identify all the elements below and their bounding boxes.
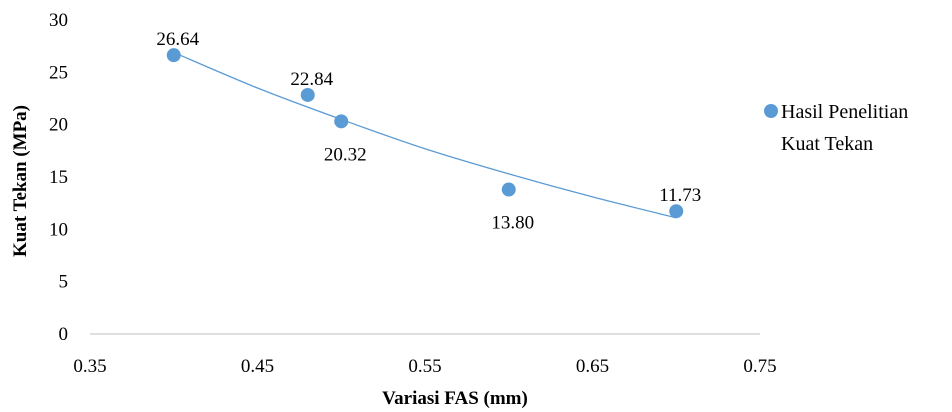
x-tick-label: 0.75 [743,356,776,377]
legend-label-line-2: Kuat Tekan [781,133,873,155]
x-tick-label: 0.55 [408,356,441,377]
data-point [334,114,349,129]
data-point [501,182,516,197]
y-tick-label: 10 [49,219,68,240]
y-tick-label: 5 [59,272,69,293]
legend-marker [764,104,778,118]
legend-label-line-1: Hasil Penelitian [781,101,908,123]
y-tick-label: 20 [49,115,68,136]
data-label: 11.73 [659,185,701,206]
x-tick-labels: 0.35 0.45 0.55 0.65 0.75 [73,356,776,377]
x-tick-label: 0.35 [73,356,106,377]
y-tick-labels: 0 5 10 15 20 25 30 [49,10,68,345]
data-labels: 26.64 22.84 20.32 13.80 11.73 [156,29,701,233]
data-label: 20.32 [324,144,367,165]
y-tick-label: 30 [49,10,68,31]
data-point [669,204,684,219]
data-label: 22.84 [290,69,333,90]
y-tick-label: 15 [49,167,68,188]
data-label: 13.80 [491,213,534,234]
y-axis-title: Kuat Tekan (MPa) [10,105,31,257]
x-tick-label: 0.65 [576,356,609,377]
x-tick-label: 0.45 [241,356,274,377]
data-point [300,87,315,102]
x-axis-title: Variasi FAS (mm) [382,388,528,409]
data-label: 26.64 [156,29,199,50]
data-point [166,48,181,63]
y-tick-label: 25 [49,62,68,83]
data-points [166,48,684,219]
trendline [173,51,677,219]
y-tick-label: 0 [59,324,69,345]
legend: Hasil Penelitian Kuat Tekan [764,101,908,155]
